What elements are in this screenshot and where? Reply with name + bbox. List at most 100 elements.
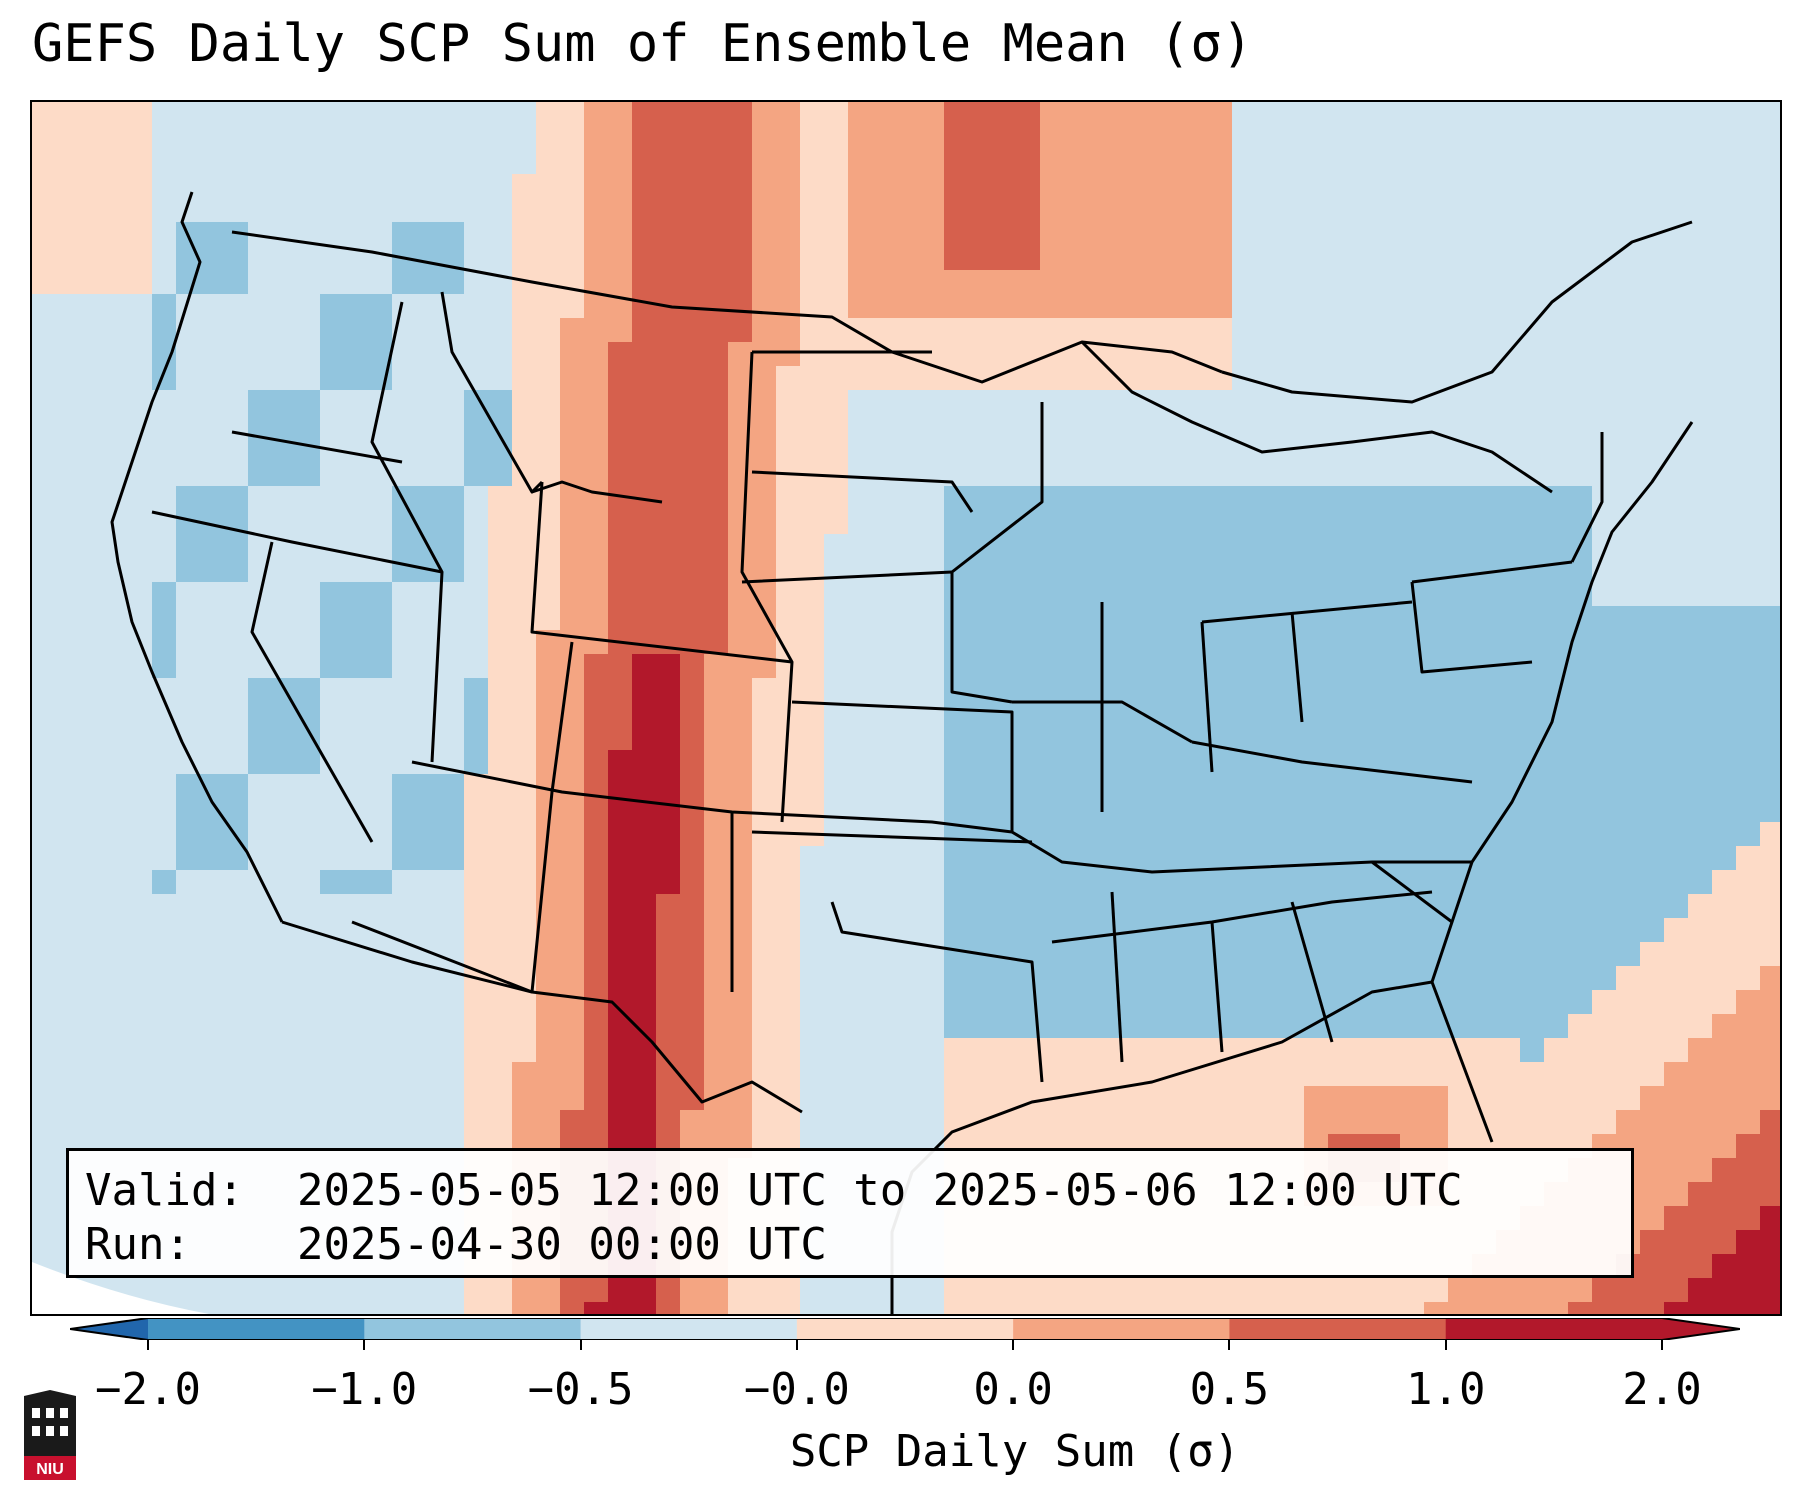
field-cell [680,462,705,487]
field-cell [1496,726,1521,751]
field-cell [1328,102,1353,127]
field-cell [1640,390,1665,415]
field-cell [296,630,321,655]
field-cell [704,1038,729,1063]
field-cell [656,390,681,415]
field-cell [1040,198,1065,223]
field-cell [1688,150,1713,175]
field-cell [1352,1038,1377,1063]
field-cell [104,822,129,847]
field-cell [1688,654,1713,679]
field-cell [200,990,225,1015]
field-cell [1304,726,1329,751]
field-cell [1016,558,1041,583]
field-cell [896,726,921,751]
field-cell [584,510,609,535]
field-cell [1568,198,1593,223]
field-cell [1376,126,1401,151]
field-cell [1232,798,1257,823]
field-cell [1304,1086,1329,1111]
field-cell [392,102,417,127]
field-cell [992,414,1017,439]
field-cell [368,198,393,223]
field-cell [800,1086,825,1111]
field-cell [392,126,417,151]
field-cell [656,486,681,511]
field-cell [920,918,945,943]
field-cell [320,822,345,847]
field-cell [296,102,321,127]
field-cell [1568,1038,1593,1063]
field-cell [200,462,225,487]
field-cell [800,678,825,703]
field-cell [104,606,129,631]
field-cell [1688,990,1713,1015]
field-cell [824,270,849,295]
field-cell [320,1278,345,1303]
field-cell [944,702,969,727]
field-cell [128,582,153,607]
field-cell [176,390,201,415]
field-cell [680,702,705,727]
field-cell [824,1086,849,1111]
field-cell [224,366,249,391]
field-cell [1448,414,1473,439]
field-cell [1184,1278,1209,1303]
field-cell [1688,462,1713,487]
field-cell [896,630,921,655]
field-cell [1280,1014,1305,1039]
field-cell [1376,198,1401,223]
field-cell [1448,822,1473,847]
field-cell [584,294,609,319]
field-cell [1040,1038,1065,1063]
field-cell [920,798,945,823]
northeast-border [1221,220,1693,404]
field-cell [824,198,849,223]
field-cell [1592,942,1617,967]
field-cell [1544,1278,1569,1303]
field-cell [1208,462,1233,487]
field-cell [152,606,177,631]
field-cell [152,1014,177,1039]
field-cell [1640,702,1665,727]
field-cell [1040,750,1065,775]
field-cell [200,630,225,655]
field-cell [944,678,969,703]
field-cell [200,366,225,391]
field-cell [1712,102,1737,127]
field-cell [1760,702,1780,727]
field-cell [488,606,513,631]
field-cell [872,198,897,223]
field-cell [1400,606,1425,631]
field-cell [1160,966,1185,991]
field-cell [1040,774,1065,799]
field-cell [680,654,705,679]
field-cell [1088,510,1113,535]
field-cell [1400,1062,1425,1087]
field-cell [632,438,657,463]
field-cell [824,870,849,895]
field-cell [1712,774,1737,799]
field-cell [584,342,609,367]
field-cell [1040,1062,1065,1087]
field-cell [80,558,105,583]
field-cell [560,1038,585,1063]
field-cell [1472,558,1497,583]
field-cell [1256,318,1281,343]
field-cell [1568,558,1593,583]
field-cell [584,534,609,559]
field-cell [344,174,369,199]
field-cell [1136,846,1161,871]
field-cell [128,1110,153,1135]
field-cell [1376,654,1401,679]
field-cell [1520,414,1545,439]
field-cell [1304,822,1329,847]
field-cell [1160,198,1185,223]
field-cell [944,774,969,799]
field-cell [632,606,657,631]
field-cell [1064,438,1089,463]
field-cell [1016,630,1041,655]
field-cell [224,678,249,703]
field-cell [1736,822,1761,847]
field-cell [248,726,273,751]
